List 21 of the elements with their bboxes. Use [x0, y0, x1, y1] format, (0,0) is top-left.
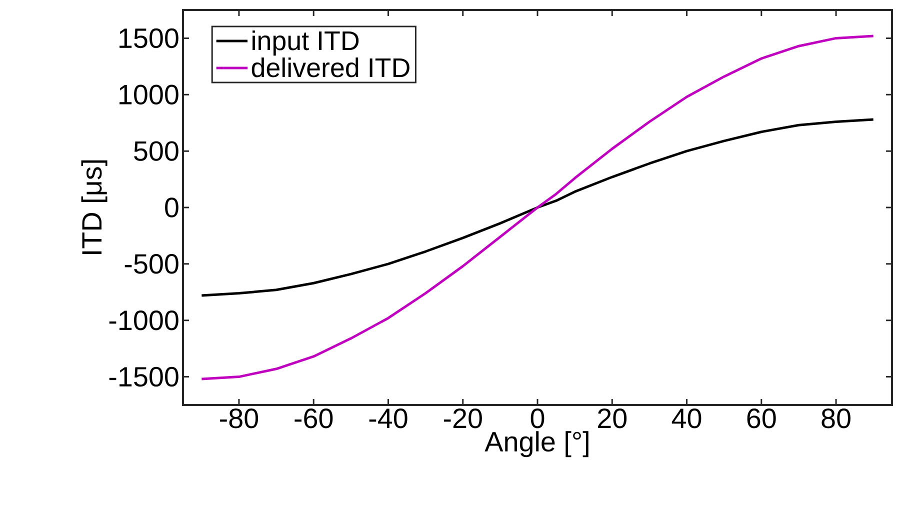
x-tick-label: 20 [598, 408, 627, 428]
x-tick-label: -40 [369, 408, 408, 428]
line-series [200, 118, 875, 297]
x-tick-label: 60 [747, 408, 776, 428]
y-tick-label: 500 [134, 141, 178, 161]
y-tick-label: 1000 [120, 84, 178, 105]
y-tick-label: 0 [165, 198, 178, 218]
legend-label: delivered ITD [252, 57, 410, 78]
x-tick-label: -80 [220, 408, 258, 428]
x-axis-title: Angle [°] [484, 431, 588, 458]
x-tick-label: 40 [672, 408, 702, 428]
x-tick-label: -60 [294, 408, 333, 428]
y-tick-label: 1500 [120, 28, 178, 48]
y-tick-label: -1000 [109, 310, 178, 330]
x-tick-label: 0 [530, 408, 544, 428]
legend-label: input ITD [252, 30, 359, 56]
x-tick-label: -20 [444, 408, 482, 428]
y-tick-label: -1500 [109, 366, 178, 387]
y-axis-title: ITD [μs] [81, 160, 108, 254]
x-tick-label: 80 [822, 408, 850, 428]
y-tick-label: -500 [124, 254, 178, 274]
